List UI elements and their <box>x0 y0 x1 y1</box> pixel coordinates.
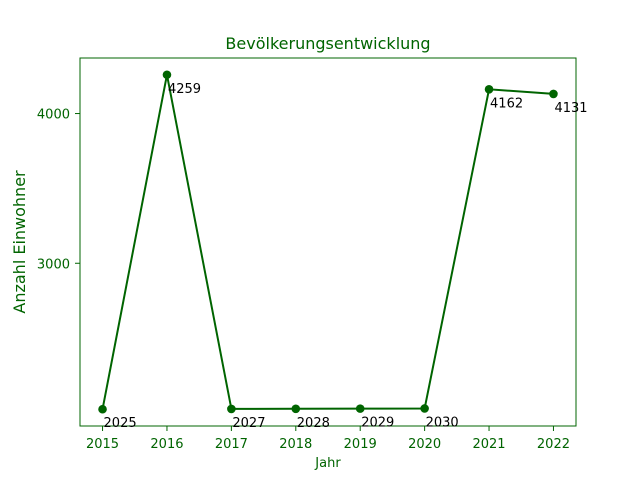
y-axis: 3000 4000 <box>37 108 80 272</box>
x-axis-label: Jahr <box>314 456 341 471</box>
data-point <box>291 404 301 414</box>
x-tick-label: 2021 <box>472 437 505 452</box>
data-label: 4162 <box>490 96 523 111</box>
data-label: 2025 <box>104 416 137 431</box>
y-tick-label: 3000 <box>37 257 70 272</box>
plot-area <box>79 57 577 427</box>
x-tick-label: 2019 <box>344 437 377 452</box>
data-point <box>549 89 558 99</box>
y-tick-label: 4000 <box>37 108 70 123</box>
data-point <box>484 84 494 94</box>
data-point <box>98 404 107 414</box>
x-tick-label: 2017 <box>215 437 248 452</box>
data-label: 4131 <box>554 101 587 116</box>
y-axis-label: Anzahl Einwohner <box>10 170 29 314</box>
data-label: 2028 <box>297 416 330 431</box>
x-tick-label: 2020 <box>408 437 441 452</box>
x-axis: 2015 2016 2017 2018 2019 2020 2021 2022 <box>86 426 570 452</box>
series-layer <box>98 70 558 414</box>
data-label: 2029 <box>361 416 394 431</box>
data-point <box>420 404 429 413</box>
x-tick-label: 2015 <box>86 437 119 452</box>
x-tick-label: 2022 <box>537 437 570 452</box>
data-point <box>162 70 172 80</box>
x-tick-label: 2018 <box>279 437 312 452</box>
data-point <box>355 404 365 413</box>
data-label-layer: 2025 4259 2027 2028 2029 2030 4162 4131 <box>104 82 588 431</box>
data-point <box>227 404 236 414</box>
plot-frame <box>79 57 577 427</box>
data-label: 2027 <box>232 416 265 431</box>
data-label: 2030 <box>426 415 459 430</box>
chart-title: Bevölkerungsentwicklung <box>225 34 430 53</box>
x-tick-label: 2016 <box>150 437 183 452</box>
data-label: 4259 <box>168 82 201 97</box>
series-line <box>101 74 554 410</box>
